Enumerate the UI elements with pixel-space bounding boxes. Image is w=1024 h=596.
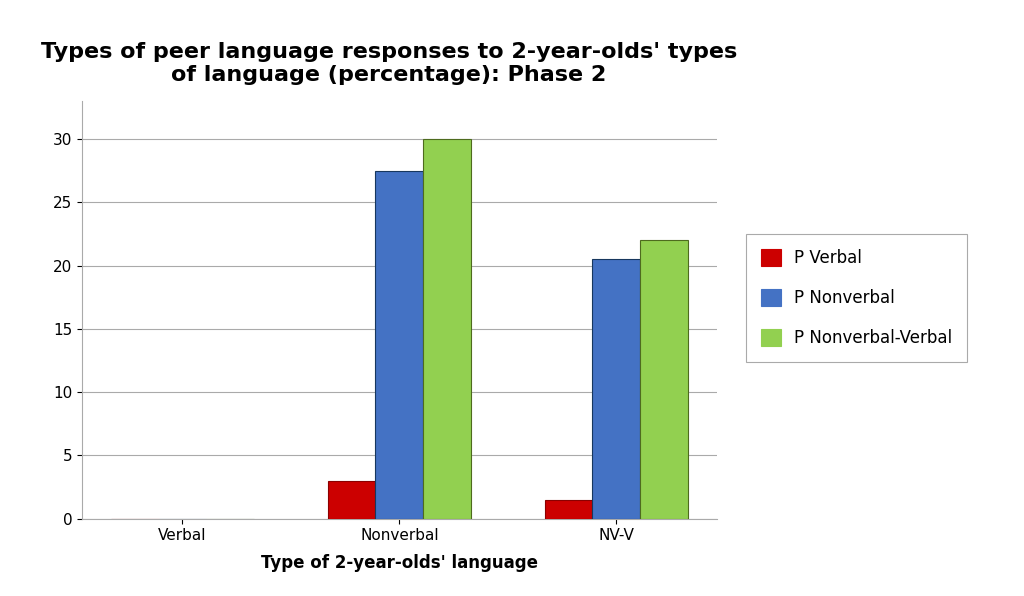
Text: Types of peer language responses to 2-year-olds' types
of language (percentage):: Types of peer language responses to 2-ye… [41, 42, 737, 85]
Legend: P Verbal, P Nonverbal, P Nonverbal-Verbal: P Verbal, P Nonverbal, P Nonverbal-Verba… [745, 234, 967, 362]
Bar [423, 139, 471, 519]
Bar [328, 480, 376, 519]
X-axis label: Type of 2-year-olds' language: Type of 2-year-olds' language [261, 554, 538, 572]
Bar [640, 240, 688, 519]
Bar [593, 259, 640, 519]
Bar [376, 171, 423, 519]
Bar [545, 499, 593, 519]
